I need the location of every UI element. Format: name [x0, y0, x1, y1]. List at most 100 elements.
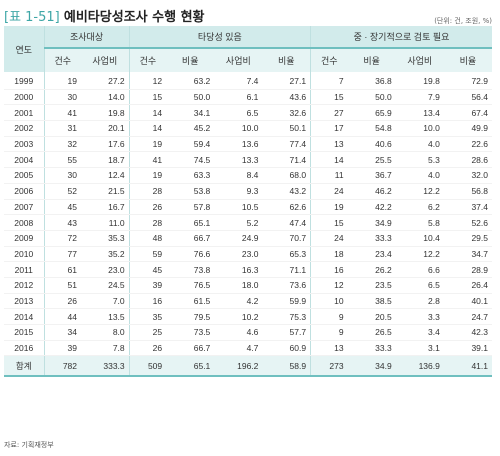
table-cell: 76.5 [166, 277, 215, 294]
table-cell: 4.0 [395, 136, 444, 153]
table-cell: 59.4 [166, 136, 215, 153]
table-row: 2016 39 7.8 26 66.7 4.7 60.9 13 33.3 3.1 39.1 [4, 340, 492, 357]
table-cell: 25.5 [347, 151, 396, 169]
total-cell: 58.9 [262, 355, 311, 378]
table-cell: 39 [128, 277, 167, 294]
table-cell: 72.9 [443, 72, 492, 90]
table-cell: 6.5 [214, 104, 263, 122]
table-cell: 7 [310, 72, 348, 90]
table-cell: 11 [310, 167, 348, 184]
table-title-text: 예비타당성조사 수행 현황 [63, 10, 205, 25]
table-cell: 4.0 [395, 167, 444, 184]
year-cell: 2002 [4, 120, 44, 137]
table-cell: 23.5 [347, 277, 396, 294]
table-cell: 36.7 [347, 167, 396, 184]
table-cell: 18.0 [214, 277, 263, 294]
table-cell: 17.6 [81, 136, 130, 153]
total-cell: 509 [128, 355, 167, 378]
header-ratio: 비율 [443, 48, 492, 72]
total-row: 합계 782 333.3 509 65.1 196.2 58.9 273 34.… [4, 355, 492, 378]
table-cell: 73.6 [262, 277, 311, 294]
table-cell: 19.8 [395, 72, 444, 90]
table-cell: 49.9 [443, 120, 492, 137]
table-cell: 3.1 [395, 340, 444, 357]
header-year: 연도 [4, 26, 44, 72]
total-cell: 41.1 [443, 355, 492, 378]
total-cell: 136.9 [395, 355, 444, 378]
table-cell: 59.9 [262, 293, 311, 310]
table-cell: 66.7 [166, 230, 215, 247]
table-cell: 72 [43, 230, 81, 247]
table-cell: 12 [128, 72, 167, 90]
table-cell: 53.8 [166, 183, 215, 200]
table-cell: 26 [128, 199, 167, 216]
table-cell: 28 [128, 183, 167, 200]
table-cell: 9 [310, 324, 348, 341]
table-cell: 18.7 [81, 151, 130, 169]
table-cell: 13.6 [214, 136, 263, 153]
table-cell: 10.0 [214, 120, 263, 137]
year-cell: 2012 [4, 277, 44, 294]
table-row: 2010 77 35.2 59 76.6 23.0 65.3 18 23.4 12.2 34.7 [4, 246, 492, 263]
table-cell: 10.0 [395, 120, 444, 137]
table-cell: 59 [128, 246, 167, 263]
table-cell: 61.5 [166, 293, 215, 310]
table-cell: 32.6 [262, 104, 311, 122]
total-label: 합계 [4, 355, 44, 378]
table-row: 2005 30 12.4 19 63.3 8.4 68.0 11 36.7 4.0 32.0 [4, 167, 492, 184]
table-cell: 19 [310, 199, 348, 216]
table-row: 2003 32 17.6 19 59.4 13.6 77.4 13 40.6 4.0 22.6 [4, 136, 492, 153]
table-cell: 8.0 [81, 324, 130, 341]
table-cell: 22.6 [443, 136, 492, 153]
table-cell: 2.8 [395, 293, 444, 310]
header-feasible: 타당성 있음 [128, 26, 311, 49]
table-cell: 65.9 [347, 104, 396, 122]
table-cell: 34.9 [347, 214, 396, 231]
table-cell: 26.2 [347, 261, 396, 278]
table-cell: 34 [43, 324, 81, 341]
year-cell: 2013 [4, 293, 44, 310]
table-cell: 34.1 [166, 104, 215, 122]
table-cell: 52 [43, 183, 81, 200]
table-cell: 6.2 [395, 199, 444, 216]
table-cell: 41 [128, 151, 167, 169]
table-cell: 18 [310, 246, 348, 263]
table-cell: 26 [128, 340, 167, 357]
table-cell: 31 [43, 120, 81, 137]
table-cell: 9.3 [214, 183, 263, 200]
table-cell: 14 [310, 151, 348, 169]
table-cell: 35 [128, 308, 167, 325]
header-cost: 사업비 [81, 48, 130, 72]
table-cell: 42.3 [443, 324, 492, 341]
table-cell: 26.5 [347, 324, 396, 341]
table-cell: 39 [43, 340, 81, 357]
table-cell: 57.7 [262, 324, 311, 341]
year-cell: 2007 [4, 199, 44, 216]
table-cell: 10.4 [395, 230, 444, 247]
table-cell: 63.2 [166, 72, 215, 90]
table-row: 2015 34 8.0 25 73.5 4.6 57.7 9 26.5 3.4 42.3 [4, 324, 492, 341]
table-cell: 73.8 [166, 261, 215, 278]
table-cell: 34.7 [443, 246, 492, 263]
header-ratio: 비율 [166, 48, 215, 72]
table-cell: 8.4 [214, 167, 263, 184]
unit-note: (단위: 건, 조원, %) [434, 17, 492, 25]
header-ratio: 비율 [262, 48, 311, 72]
year-cell: 2015 [4, 324, 44, 341]
table-cell: 25 [128, 324, 167, 341]
table-body: 1999 19 27.2 12 63.2 7.4 27.1 7 36.8 19.8 72.9 2000… [4, 72, 492, 357]
table-cell: 28.9 [443, 261, 492, 278]
table-cell: 44 [43, 308, 81, 325]
table-cell: 46.2 [347, 183, 396, 200]
table-cell: 12.2 [395, 246, 444, 263]
table-cell: 62.6 [262, 199, 311, 216]
table-cell: 13 [310, 136, 348, 153]
total-cell: 782 [43, 355, 81, 378]
table-cell: 71.4 [262, 151, 311, 169]
table-cell: 61 [43, 261, 81, 278]
table-cell: 5.2 [214, 214, 263, 231]
table-cell: 56.4 [443, 89, 492, 106]
table-cell: 75.3 [262, 308, 311, 325]
table-cell: 50.1 [262, 120, 311, 137]
table-cell: 11.0 [81, 214, 130, 231]
